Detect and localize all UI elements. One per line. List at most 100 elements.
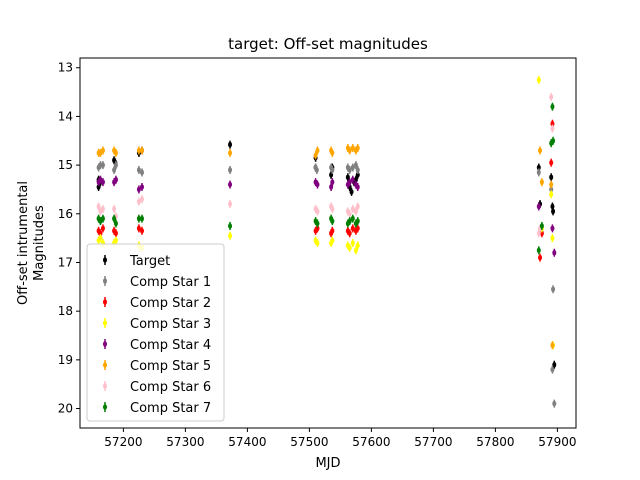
x-tick-label: 57900: [538, 435, 576, 449]
data-point: [549, 191, 554, 198]
chart-title: target: Off-set magnitudes: [228, 35, 428, 53]
data-point: [228, 223, 233, 229]
data-point: [355, 167, 360, 173]
data-point: [353, 176, 358, 183]
data-point: [350, 206, 355, 212]
data-point: [347, 245, 352, 251]
series-5: [96, 144, 555, 350]
data-point: [140, 196, 144, 202]
legend-label: Target: [129, 254, 170, 269]
data-point: [140, 169, 144, 176]
data-point: [100, 147, 105, 154]
data-point: [100, 215, 105, 222]
data-point: [355, 242, 360, 249]
data-point: [355, 203, 360, 210]
legend-marker-dot: [103, 341, 107, 347]
data-point: [330, 150, 335, 156]
data-point: [355, 218, 360, 224]
data-point: [100, 179, 105, 185]
x-tick-label: 57400: [228, 435, 266, 449]
data-point: [549, 186, 554, 193]
data-point: [113, 176, 118, 183]
legend-box: [86, 243, 225, 422]
data-point: [551, 286, 556, 293]
data-point: [347, 218, 352, 224]
data-point: [330, 228, 335, 234]
data-point: [100, 162, 105, 168]
data-point: [330, 218, 335, 224]
data-point: [136, 186, 141, 193]
data-point: [347, 230, 352, 237]
data-point: [136, 215, 141, 222]
data-point: [136, 198, 141, 205]
data-point: [538, 254, 543, 261]
legend-marker-dot: [103, 383, 107, 389]
data-point: [550, 225, 555, 232]
data-point: [345, 174, 350, 181]
x-tick-label: 57800: [476, 435, 514, 449]
plot-frame: [79, 57, 577, 429]
data-point: [100, 206, 105, 212]
data-point: [140, 215, 144, 222]
data-point: [315, 147, 320, 154]
legend-label: Comp Star 7: [130, 401, 211, 416]
legend-marker-dot: [103, 278, 107, 284]
data-point: [136, 167, 141, 173]
data-point: [538, 147, 543, 154]
y-tick-label: 19: [58, 353, 73, 367]
data-point: [136, 147, 141, 154]
y-tick-label: 16: [58, 207, 73, 221]
data-point: [350, 215, 355, 222]
data-point: [140, 184, 144, 190]
x-tick-label: 57500: [290, 435, 328, 449]
data-point: [350, 176, 355, 183]
series-4: [96, 175, 557, 257]
legend-marker-dot: [103, 362, 107, 368]
data-point: [349, 189, 354, 195]
data-point: [549, 181, 554, 188]
data-points: [96, 75, 557, 408]
data-point: [347, 167, 352, 173]
legend-marker-dot: [103, 404, 107, 410]
legend-marker-dot: [103, 257, 107, 263]
data-point: [113, 150, 118, 156]
y-tick-label: 20: [58, 402, 73, 416]
data-point: [113, 230, 118, 237]
data-point: [355, 172, 360, 178]
legend-label: Comp Star 3: [130, 317, 211, 332]
data-point: [355, 225, 360, 232]
data-point: [315, 220, 320, 227]
data-point: [330, 179, 335, 185]
data-point: [550, 235, 555, 241]
y-tick-label: 13: [58, 61, 73, 75]
data-point: [315, 225, 320, 232]
data-point: [112, 167, 117, 173]
data-point: [136, 225, 141, 232]
data-point: [315, 240, 320, 246]
data-point: [536, 164, 541, 171]
data-point: [228, 232, 233, 239]
data-point: [550, 103, 555, 110]
data-point: [314, 167, 319, 173]
data-point: [330, 237, 335, 244]
data-point: [112, 206, 117, 212]
axis-ticks: 57200 57300 57400 57500 57600 57700 57800 57900…: [58, 61, 577, 449]
data-point: [96, 184, 101, 190]
series-7: [96, 102, 556, 255]
data-point: [550, 125, 555, 132]
data-point: [350, 240, 355, 246]
data-point: [113, 162, 118, 168]
data-point: [550, 342, 555, 349]
data-point: [313, 152, 318, 159]
x-tick-label: 57300: [166, 435, 204, 449]
series-2: [96, 119, 555, 262]
data-point: [539, 179, 544, 185]
series-1: [96, 161, 557, 408]
data-point: [96, 203, 101, 210]
y-tick-label: 14: [58, 109, 73, 123]
y-tick-label: 17: [58, 255, 73, 269]
data-point: [140, 228, 144, 234]
legend-label: Comp Star 6: [130, 380, 211, 395]
y-tick-label: 15: [58, 158, 73, 172]
